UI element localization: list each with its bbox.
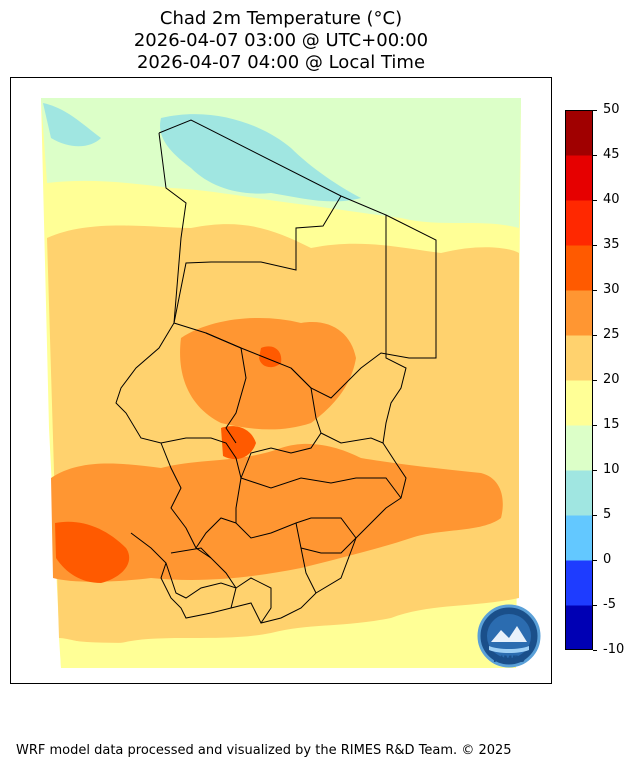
boundary-niger-chad xyxy=(115,132,242,479)
rimes-logo: RIMES xyxy=(477,604,541,668)
colorbar-segment xyxy=(565,560,593,606)
colorbar-segment xyxy=(565,335,593,381)
field-north-5-10-west xyxy=(43,103,101,147)
temperature-map: RIMES xyxy=(41,98,541,668)
map-title-line-2: 2026-04-07 03:00 @ UTC+00:00 xyxy=(133,30,429,51)
colorbar-segment xyxy=(565,470,593,516)
boundary-interior-10 xyxy=(295,522,317,594)
colorbar-tick xyxy=(593,560,597,561)
colorbar-tick-label: 40 xyxy=(603,192,620,207)
boundary-interior-6 xyxy=(235,477,357,539)
colorbar-segment xyxy=(565,110,593,156)
colorbar-tick xyxy=(593,335,597,336)
colorbar-tick-label: 25 xyxy=(603,327,620,342)
colorbar-border xyxy=(565,110,593,650)
colorbar-tick xyxy=(593,515,597,516)
colorbar xyxy=(565,110,593,650)
boundary-interior-9 xyxy=(195,517,237,549)
colorbar-tick-label: -10 xyxy=(603,642,625,657)
colorbar-tick-label: 45 xyxy=(603,147,620,162)
colorbar-segment xyxy=(565,380,593,426)
colorbar-tick xyxy=(593,470,597,471)
colorbar-tick-label: 35 xyxy=(603,237,620,252)
colorbar-tick-label: 20 xyxy=(603,372,620,387)
footer-credit: WRF model data processed and visualized … xyxy=(16,743,512,758)
boundary-interior-1 xyxy=(205,332,247,444)
boundary-interior-5 xyxy=(160,442,237,609)
colorbar-tick-label: 50 xyxy=(603,102,620,117)
field-30-35-b xyxy=(180,318,356,430)
colorbar-tick-label: 0 xyxy=(603,552,612,567)
country-boundaries xyxy=(115,119,437,624)
colorbar-tick-label: 10 xyxy=(603,462,620,477)
boundary-south xyxy=(160,537,357,624)
colorbar-tick xyxy=(593,245,597,246)
colorbar-segment xyxy=(565,155,593,201)
colorbar-tick-label: -5 xyxy=(603,597,616,612)
field-north-5-10 xyxy=(160,114,361,202)
colorbar-tick xyxy=(593,155,597,156)
boundary-interior-4 xyxy=(240,477,402,499)
field-30-35-a xyxy=(51,443,503,582)
colorbar-segment xyxy=(565,290,593,336)
map-frame: RIMES xyxy=(10,77,552,684)
boundary-interior-3 xyxy=(320,432,384,444)
field-south-15-20 xyxy=(59,638,516,668)
colorbar-tick xyxy=(593,290,597,291)
field-20-25 xyxy=(47,224,519,645)
colorbar-tick xyxy=(593,380,597,381)
colorbar-segment xyxy=(565,200,593,246)
map-title-line-3: 2026-04-07 04:00 @ Local Time xyxy=(136,52,426,73)
boundary-interior-8 xyxy=(170,547,212,559)
colorbar-tick xyxy=(593,200,597,201)
colorbar-segment xyxy=(565,425,593,471)
colorbar-tick xyxy=(593,425,597,426)
colorbar-tick xyxy=(593,605,597,606)
colorbar-tick-label: 30 xyxy=(603,282,620,297)
colorbar-segment xyxy=(565,605,593,650)
colorbar-tick-label: 15 xyxy=(603,417,620,432)
colorbar-tick-label: 5 xyxy=(603,507,612,522)
boundary-interior-2 xyxy=(240,367,322,479)
colorbar-segment xyxy=(565,245,593,291)
logo-text: RIMES xyxy=(493,655,525,665)
map-title-line-1: Chad 2m Temperature (°C) xyxy=(159,8,403,29)
colorbar-segment xyxy=(565,515,593,561)
field-35-40-a xyxy=(55,521,130,583)
colorbar-tick xyxy=(593,110,597,111)
colorbar-tick xyxy=(593,650,597,651)
boundary-east-chad xyxy=(300,215,407,554)
